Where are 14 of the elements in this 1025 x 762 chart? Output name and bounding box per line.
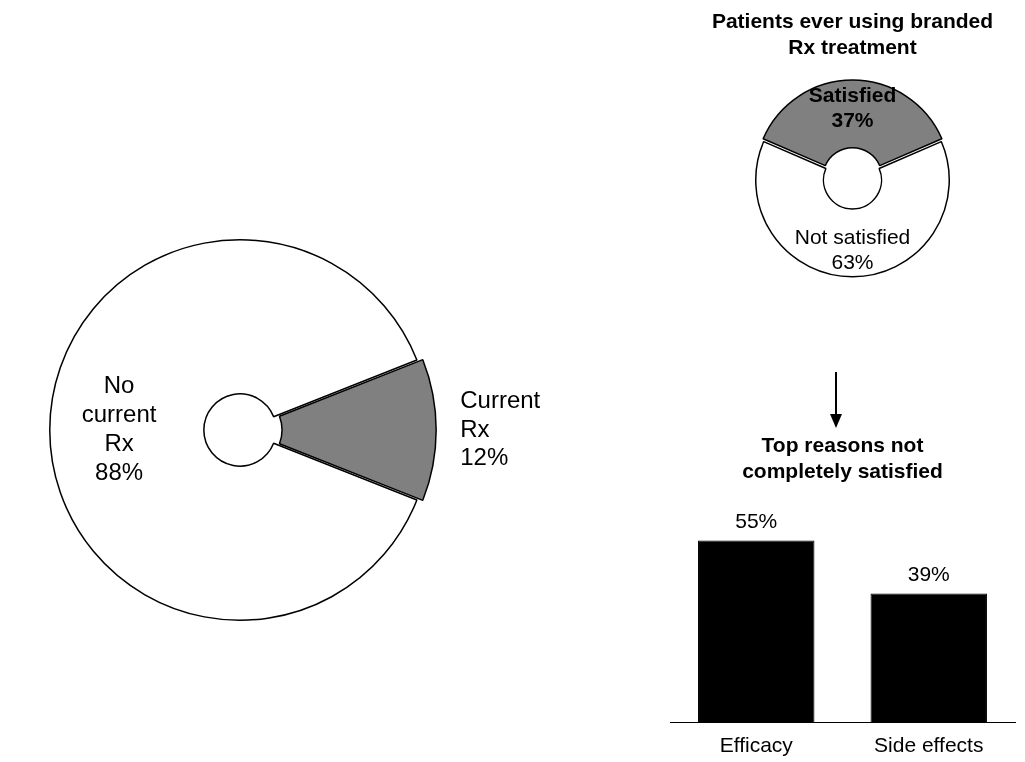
chart-title: Patients ever using branded Rx treatment — [710, 8, 995, 60]
data-label: 55% — [735, 508, 778, 532]
data-label: 63% — [831, 250, 874, 274]
data-label: 88% — [95, 457, 144, 485]
data-label: 37% — [831, 108, 874, 132]
slice-label: Current Rx — [460, 385, 541, 442]
data-label: 39% — [907, 561, 950, 585]
slice-label: Not satisfied — [794, 225, 911, 249]
x-tick-label: Side effects — [874, 733, 984, 757]
x-tick-label: Efficacy — [719, 733, 794, 757]
slice-label: Satisfied — [808, 83, 897, 107]
slice-label: No current Rx — [81, 371, 157, 457]
chart-title: Top reasons not completely satisfied — [741, 432, 944, 484]
data-label: 12% — [460, 443, 509, 471]
